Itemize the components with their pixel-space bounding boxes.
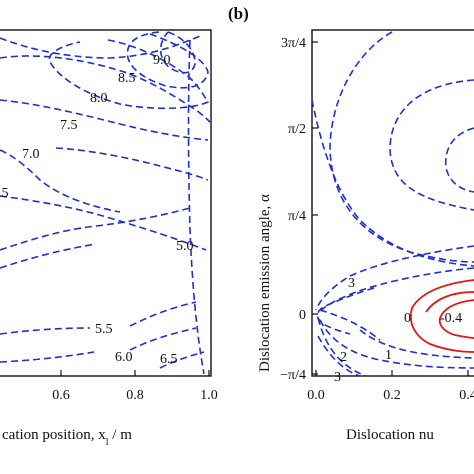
y-tick-label: 0 (299, 308, 306, 323)
contour-line (319, 267, 474, 313)
panel-left-x-axis-title: cation position, xl / m (2, 427, 132, 448)
panel-right-contours-solid (409, 279, 474, 353)
panel-right: (b) 3 2 1 3 0 (228, 4, 474, 443)
contour-label: 8.5 (118, 71, 136, 86)
contour-line (0, 149, 121, 213)
panel-right-x-ticks: 0.0 0.2 0.4 (307, 370, 474, 403)
panel-label: (b) (228, 4, 249, 23)
contour-line (329, 31, 474, 263)
x-tick-label: 0.4 (459, 388, 474, 403)
panel-left-contours (0, 31, 211, 375)
contour-label: 7.0 (22, 147, 40, 162)
contour-line (0, 207, 191, 251)
contour-line (0, 99, 209, 141)
contour-line (48, 39, 210, 110)
contour-line (359, 329, 474, 359)
panel-right-frame (311, 29, 474, 377)
contour-line (409, 279, 474, 353)
panel-left: 9.0 8.5 8.0 7.5 7.0 .5 5.0 5.5 6.0 6.5 6… (0, 29, 218, 448)
contour-label: 1 (385, 348, 392, 363)
panel-right-y-ticks: 3π/4 π/2 π/4 0 −π/4 (280, 36, 318, 383)
contour-line (126, 31, 209, 89)
contour-line (317, 317, 367, 377)
contour-line (0, 55, 211, 123)
contour-line (319, 309, 381, 341)
contour-label: 3 (348, 276, 355, 291)
x-tick-label: 1.0 (200, 388, 218, 403)
contour-line (159, 31, 196, 74)
x-tick-label: 0.8 (126, 388, 144, 403)
panel-left-contour-labels: 9.0 8.5 8.0 7.5 7.0 .5 5.0 5.5 6.0 6.5 6… (0, 53, 194, 367)
contour-label: 3 (334, 370, 341, 385)
contour-label: 5.0 (176, 239, 194, 254)
contour-line (0, 327, 91, 335)
panel-right-contours-dashed (311, 31, 474, 377)
contour-label: 6.5 (160, 352, 178, 367)
contour-line (0, 351, 95, 363)
y-tick-label: π/4 (288, 209, 306, 224)
y-tick-label: −π/4 (280, 368, 306, 383)
contour-label: 7.5 (60, 118, 78, 133)
panel-right-x-axis-title: Dislocation nu (346, 427, 434, 443)
x-tick-label: 0.2 (383, 388, 401, 403)
contour-line (444, 127, 474, 193)
contour-line (187, 39, 205, 375)
panel-left-x-ticks: 0.6 0.8 1.0 (52, 370, 218, 403)
panel-right-contour-labels: 3 2 1 3 0 -0.4 (334, 276, 462, 385)
x-tick-label: 0.6 (52, 388, 70, 403)
contour-label: 8.0 (90, 91, 108, 106)
contour-line (129, 327, 197, 351)
contour-label: 2 (340, 350, 347, 365)
contour-line (0, 243, 97, 269)
x-tick-label: 0.0 (307, 388, 325, 403)
y-tick-label: π/2 (288, 122, 306, 137)
contour-line (0, 35, 201, 59)
contour-line (159, 351, 205, 369)
contour-line (315, 245, 474, 311)
contour-line (55, 147, 209, 181)
contour-label: 9.0 (153, 53, 171, 68)
contour-line (438, 299, 474, 339)
contour-label: 0 (404, 311, 411, 326)
panel-right-y-axis-title: Dislocation emission angle, α (257, 194, 273, 372)
contour-line (317, 335, 361, 377)
contour-label: 6.0 (115, 350, 133, 365)
contour-line (0, 195, 207, 251)
contour-label: 5.5 (95, 322, 113, 337)
contour-label: .5 (0, 186, 9, 201)
contour-line (425, 291, 474, 313)
contour-line (389, 79, 474, 211)
contour-line (316, 287, 375, 335)
contour-line (129, 301, 197, 327)
y-tick-label: 3π/4 (281, 36, 306, 51)
contour-label: -0.4 (440, 311, 462, 326)
panel-left-frame (0, 29, 212, 377)
contour-line (311, 99, 474, 267)
